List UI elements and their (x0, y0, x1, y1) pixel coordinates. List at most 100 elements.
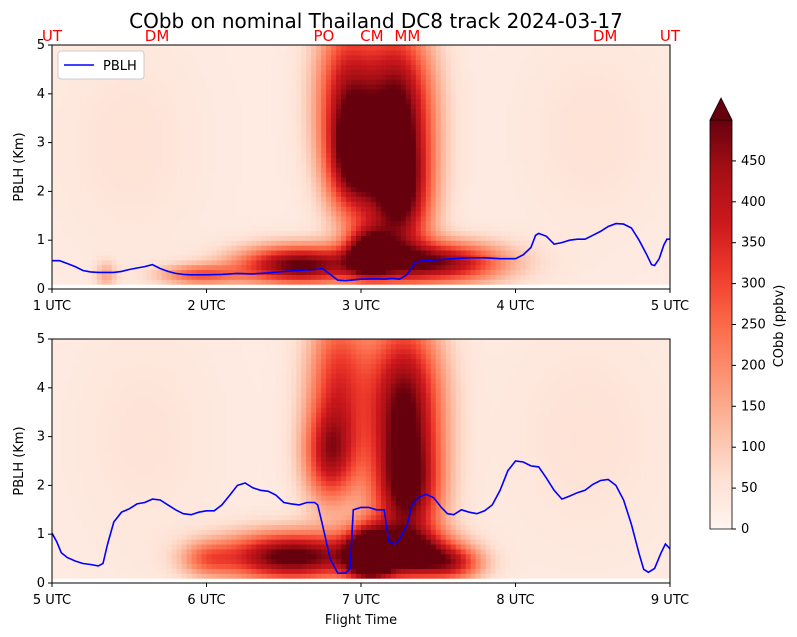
heatmap-cell (505, 54, 512, 61)
heatmap-cell (111, 176, 118, 183)
heatmap-cell (256, 157, 262, 163)
heatmap-cell (151, 113, 158, 119)
heatmap-cell (485, 171, 492, 178)
heatmap-cell (66, 249, 73, 256)
heatmap-cell (52, 132, 58, 139)
heatmap-cell (141, 215, 148, 222)
heatmap-cell (495, 118, 502, 124)
heatmap-cell (171, 264, 178, 271)
heatmap-cell (390, 118, 397, 124)
heatmap-cell (435, 54, 442, 61)
heatmap-cell (191, 127, 198, 134)
heatmap-cell (191, 84, 198, 90)
heatmap-cell (361, 235, 367, 241)
heatmap-cell (356, 249, 362, 256)
heatmap-cell (311, 64, 317, 70)
heatmap-cell (151, 259, 158, 266)
heatmap-cell (336, 103, 342, 110)
heatmap-cell (191, 171, 198, 178)
heatmap-cell (321, 181, 327, 188)
heatmap-cell (91, 98, 98, 105)
heatmap-cell (306, 215, 312, 222)
heatmap-cell (361, 157, 367, 163)
heatmap-cell (405, 249, 412, 256)
heatmap-cell (241, 137, 247, 144)
heatmap-cell (116, 264, 123, 271)
heatmap-cell (111, 279, 118, 285)
heatmap-cell (261, 210, 267, 217)
heatmap-cell (336, 235, 342, 241)
heatmap-cell (66, 210, 73, 217)
heatmap-cell (455, 79, 462, 85)
heatmap-cell (236, 279, 242, 285)
heatmap-cell (321, 162, 327, 168)
heatmap-cell (440, 171, 447, 178)
heatmap-cell (455, 245, 462, 251)
heatmap-cell (326, 274, 332, 280)
heatmap-cell (251, 108, 257, 114)
heatmap-cell (146, 69, 153, 75)
heatmap-cell (231, 69, 237, 75)
heatmap-cell (231, 45, 237, 51)
heatmap-cell (286, 259, 292, 266)
heatmap-cell (316, 59, 322, 66)
heatmap-cell (380, 254, 387, 261)
heatmap-cell (341, 162, 347, 168)
heatmap-cell (246, 59, 252, 66)
heatmap-cell (276, 225, 282, 232)
heatmap-cell (191, 93, 198, 100)
heatmap-cell (440, 88, 447, 95)
heatmap-cell (141, 127, 148, 134)
heatmap-cell (91, 181, 98, 188)
heatmap-cell (375, 152, 382, 158)
heatmap-cell (500, 123, 507, 129)
heatmap-cell (52, 123, 58, 129)
heatmap-cell (206, 74, 213, 80)
heatmap-cell (346, 88, 352, 95)
heatmap-cell (251, 88, 257, 95)
heatmap-cell (495, 137, 502, 144)
heatmap-cell (221, 49, 228, 56)
heatmap-cell (365, 181, 372, 188)
heatmap-cell (410, 279, 417, 285)
heatmap-cell (316, 49, 322, 56)
heatmap-cell (101, 147, 108, 153)
heatmap-cell (460, 171, 467, 178)
heatmap-cell (440, 249, 447, 256)
heatmap-cell (346, 59, 352, 66)
heatmap-cell (535, 132, 542, 139)
heatmap-cell (206, 215, 213, 222)
heatmap-cell (226, 171, 233, 178)
heatmap-cell (440, 181, 447, 188)
heatmap-cell (380, 215, 387, 222)
heatmap-cell (410, 88, 417, 95)
heatmap-cell (415, 254, 422, 261)
heatmap-cell (490, 103, 497, 110)
heatmap-cell (490, 132, 497, 139)
heatmap-cell (186, 176, 193, 183)
heatmap-cell (291, 103, 297, 110)
heatmap-cell (61, 167, 68, 173)
heatmap-cell (221, 167, 228, 173)
heatmap-cell (420, 108, 427, 114)
heatmap-cell (181, 201, 188, 207)
heatmap-cell (101, 45, 108, 51)
heatmap-cell (331, 88, 337, 95)
heatmap-cell (81, 98, 88, 105)
heatmap-cell (455, 108, 462, 114)
heatmap-cell (221, 59, 228, 66)
heatmap-cell (341, 152, 347, 158)
heatmap-cell (435, 235, 442, 241)
heatmap-cell (136, 123, 143, 129)
heatmap-cell (375, 279, 382, 285)
heatmap-cell (181, 118, 188, 124)
heatmap-cell (96, 215, 103, 222)
heatmap-cell (131, 235, 138, 241)
heatmap-cell (505, 230, 512, 236)
heatmap-cell (256, 142, 262, 149)
heatmap-cell (116, 103, 123, 110)
heatmap-cell (251, 69, 257, 75)
heatmap-cell (52, 249, 58, 256)
heatmap-cell (425, 64, 432, 70)
heatmap-cell (156, 269, 163, 275)
